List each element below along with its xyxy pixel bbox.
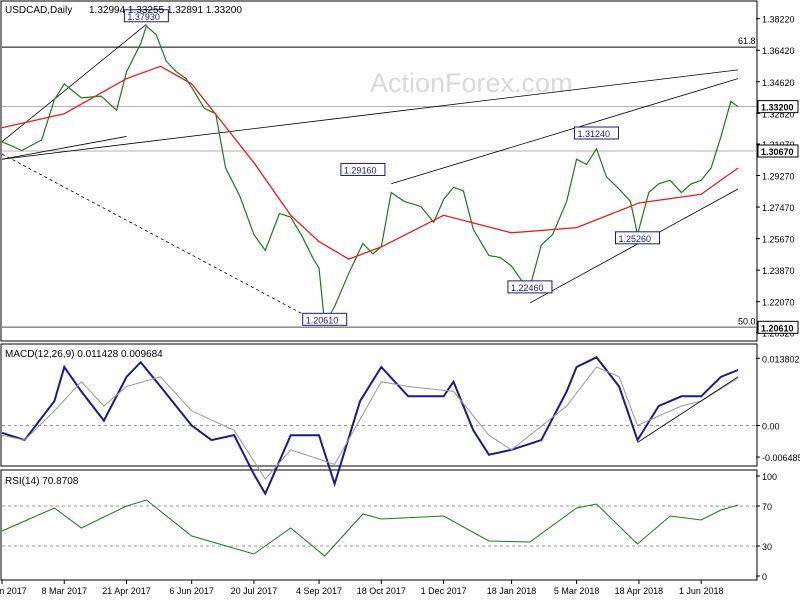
rsi-y-tick-label: 70 xyxy=(762,502,772,512)
price-y-axis: 1.382201.364201.346201.328201.310701.292… xyxy=(756,15,795,338)
macd-trendline xyxy=(637,376,739,443)
rsi-panel xyxy=(0,469,758,581)
price-annotation: 1.37930 xyxy=(127,12,160,22)
level-label: 1.30670 xyxy=(761,147,794,157)
price-y-tick-label: 1.22070 xyxy=(762,298,795,308)
macd-y-tick-label: 0.00 xyxy=(762,421,780,431)
rsi-line xyxy=(1,499,739,557)
macd-y-tick-label: 0.013802 xyxy=(762,354,800,364)
watermark: ActionForex.com xyxy=(370,68,573,98)
macd-y-tick-label: -0.006485 xyxy=(762,453,800,463)
price-annotation: 1.22460 xyxy=(511,283,544,293)
trendline xyxy=(1,69,739,160)
macd-title: MACD(12,26,9) 0.011428 0.009684 xyxy=(5,349,163,360)
level-box xyxy=(757,320,799,334)
x-axis: 23 Jan 2017 8 Mar 2017 21 Apr 2017 6 Jun 20… xyxy=(0,580,723,596)
price-annotation-box xyxy=(302,312,348,326)
x-tick-label: 20 Jul 2017 xyxy=(231,586,278,596)
price-y-tick-label: 1.27470 xyxy=(762,203,795,213)
rsi-y-tick-label: 0 xyxy=(762,572,767,582)
trendline xyxy=(391,78,739,185)
trendline xyxy=(529,188,739,304)
x-tick-label: 5 Mar 2018 xyxy=(554,586,600,596)
fib-label: 61.8 xyxy=(738,36,756,46)
macd-line xyxy=(1,356,739,496)
x-tick-label: 1 Jun 2018 xyxy=(679,586,724,596)
price-annotation: 1.20610 xyxy=(306,315,339,325)
price-y-tick-label: 1.38220 xyxy=(762,15,795,25)
level-box xyxy=(757,144,799,158)
price-title: USDCAD,Daily xyxy=(5,5,72,16)
price-y-tick-label: 1.36420 xyxy=(762,46,795,56)
price-y-tick-label: 1.29270 xyxy=(762,172,795,182)
x-tick-label: 18 Oct 2017 xyxy=(357,586,406,596)
price-annotations: 1.37930 1.29160 1.31240 1.25260 1.22460 1.206… xyxy=(123,9,661,326)
x-tick-label: 6 Jun 2017 xyxy=(169,586,214,596)
fib-label: 50.0 xyxy=(738,316,756,326)
rsi-y-tick-label: 100 xyxy=(762,472,777,482)
x-tick-label: 4 Sep 2017 xyxy=(296,586,342,596)
trendlines xyxy=(1,23,739,327)
price-annotation-box xyxy=(340,162,386,176)
price-annotation: 1.29160 xyxy=(344,165,377,175)
x-tick-label: 21 Apr 2017 xyxy=(102,586,151,596)
price-annotation: 1.25260 xyxy=(619,234,652,244)
price-annotation-box xyxy=(507,280,553,294)
x-tick-label: 23 Jan 2017 xyxy=(0,586,27,596)
price-y-tick-label: 1.25670 xyxy=(762,235,795,245)
level-label: 1.20610 xyxy=(761,323,794,333)
price-y-tick-label: 1.32820 xyxy=(762,109,795,119)
price-annotation-box xyxy=(573,126,619,140)
x-tick-label: 8 Mar 2017 xyxy=(42,586,88,596)
macd-lines: 0.013802 0.00 -0.006485 xyxy=(1,354,800,496)
rsi-title: RSI(14) 70.8708 xyxy=(5,476,79,487)
signal-line xyxy=(1,366,739,480)
price-ohlc: 1.32994 1.33255 1.32891 1.33200 xyxy=(89,5,242,16)
x-tick-label: 18 Jan 2018 xyxy=(487,586,537,596)
rsi-lines: 100 70 30 0 xyxy=(1,472,777,582)
price-annotation: 1.31240 xyxy=(577,129,610,139)
x-tick-label: 18 Apr 2018 xyxy=(615,586,664,596)
trendline xyxy=(1,136,127,160)
x-tick-label: 1 Dec 2017 xyxy=(421,586,467,596)
level-label: 1.33200 xyxy=(761,103,794,113)
rsi-y-tick-label: 30 xyxy=(762,542,772,552)
ma-line xyxy=(1,65,739,260)
price-y-tick-label: 1.23870 xyxy=(762,266,795,276)
level-box xyxy=(757,100,799,114)
price-levels: 61.8 50.0 1.30670 1.33200 1.20610 xyxy=(2,36,799,334)
macd-panel xyxy=(0,343,758,467)
trendline xyxy=(1,153,325,327)
price-line xyxy=(1,24,739,326)
price-y-tick-label: 1.34620 xyxy=(762,78,795,88)
price-series xyxy=(1,24,739,326)
price-annotation-box xyxy=(123,9,169,23)
price-annotation-box xyxy=(615,231,661,245)
